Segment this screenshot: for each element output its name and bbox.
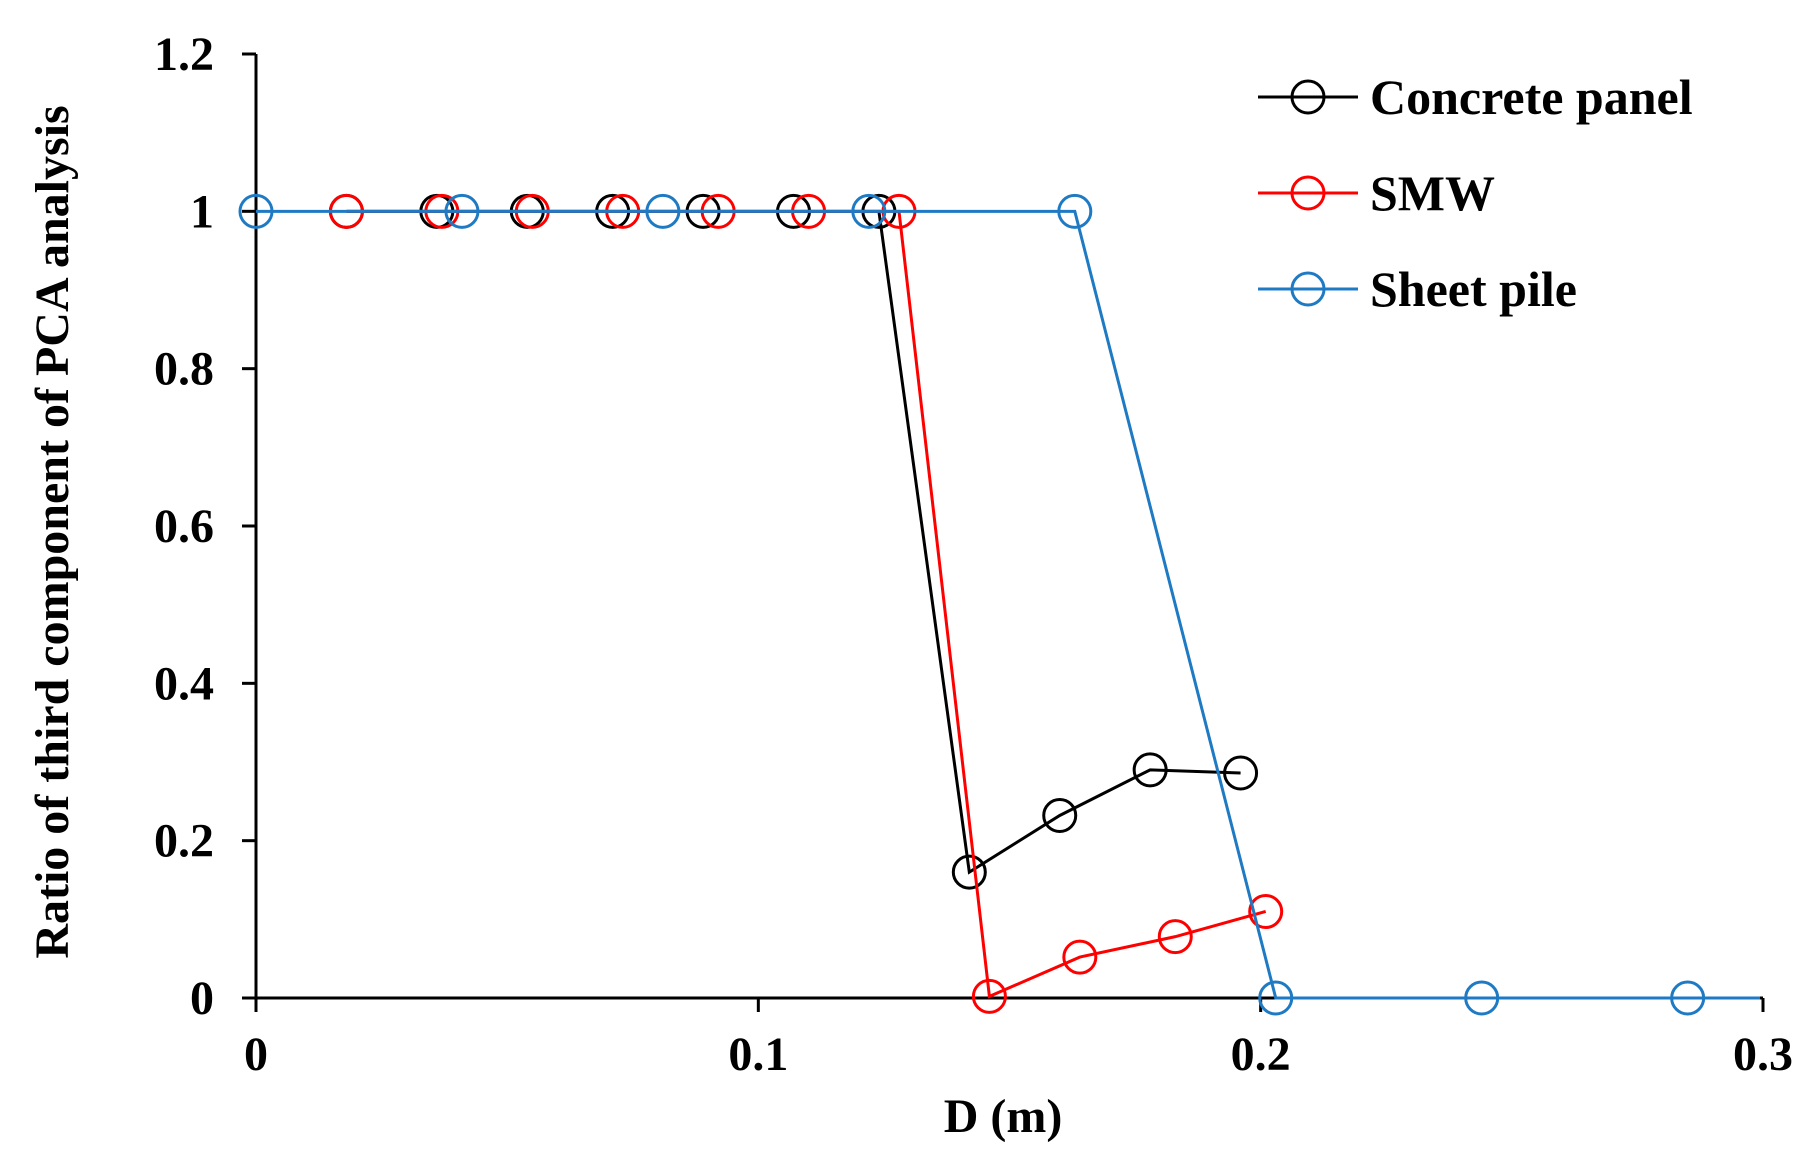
series-smw [328,193,1284,1014]
x-ticks: 0 0.1 0.2 0.3 [244,998,1793,1081]
data-point-sheet-pile [1258,980,1294,1016]
x-tick-label: 0.3 [1733,1028,1793,1081]
x-axis-title: D (m) [944,1090,1063,1143]
y-tick-label: 1 [190,185,214,238]
series-line-sheet-pile [256,209,1760,1000]
data-point-sheet-pile [1670,980,1706,1016]
legend-item-sheet-pile: Sheet pile [1258,261,1577,317]
data-point-concrete-panel [951,854,987,890]
legend-marker-sheet-pile [1290,271,1326,307]
x-tick-label: 0.1 [728,1028,788,1081]
data-point-sheet-pile [645,193,681,229]
data-point-concrete-panel [1132,752,1168,788]
x-tick-label: 0 [244,1028,268,1081]
data-point-sheet-pile [238,193,274,229]
y-axis-title: Ratio of third component of PCA analysis [26,105,79,958]
data-point-sheet-pile [444,193,480,229]
y-tick-label: 1.2 [154,28,214,81]
x-tick-label: 0.2 [1231,1028,1291,1081]
y-ticks: 0 0.2 0.4 0.6 0.8 1 1.2 [154,28,256,1025]
y-tick-label: 0.6 [154,500,214,553]
legend-label-sheet-pile: Sheet pile [1370,261,1577,317]
data-point-concrete-panel [1223,755,1259,791]
legend-item-smw: SMW [1258,165,1495,221]
legend-item-concrete-panel: Concrete panel [1258,69,1693,125]
series-line-smw [346,209,1267,999]
series-layer [238,193,1760,1016]
y-tick-label: 0.2 [154,815,214,868]
series-sheet-pile [238,193,1760,1016]
y-tick-label: 0 [190,972,214,1025]
series-line-concrete-panel [346,209,1241,875]
data-point-concrete-panel [1042,797,1078,833]
legend-label-concrete-panel: Concrete panel [1370,69,1693,125]
axes [254,54,1763,1000]
data-point-smw [971,978,1007,1014]
data-point-smw [1248,893,1284,929]
data-point-sheet-pile [851,193,887,229]
legend-marker-smw [1290,175,1326,211]
legend-marker-concrete-panel [1290,79,1326,115]
y-tick-label: 0.8 [154,343,214,396]
legend: Concrete panel SMW Sheet pile [1258,69,1693,317]
data-point-smw [1157,919,1193,955]
data-point-sheet-pile [1057,193,1093,229]
y-tick-label: 0.4 [154,657,214,710]
legend-label-smw: SMW [1370,165,1495,221]
data-point-sheet-pile [1464,980,1500,1016]
data-point-smw [1062,939,1098,975]
series-concrete-panel [328,193,1259,890]
